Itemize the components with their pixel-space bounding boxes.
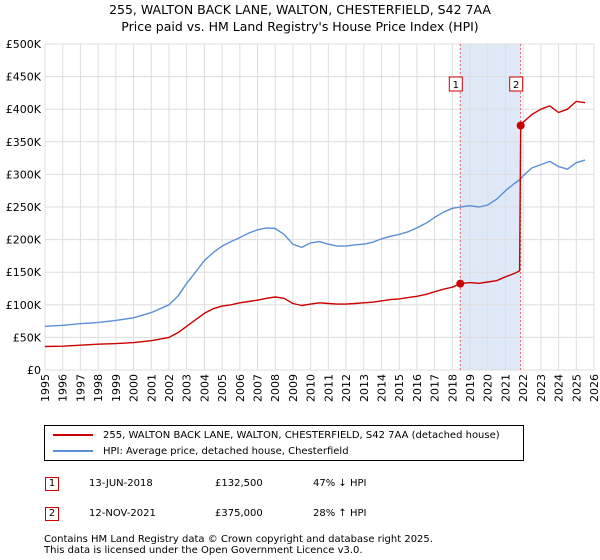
x-tick-label: 2018 <box>446 374 459 402</box>
y-tick-label: £300K <box>6 168 42 181</box>
x-tick-label: 1998 <box>92 374 105 402</box>
x-tick-label: 2014 <box>375 374 388 402</box>
transaction-price: £375,000 <box>215 508 263 519</box>
y-tick-label: £100K <box>6 299 42 312</box>
y-tick-label: £250K <box>6 201 42 214</box>
x-tick-label: 2011 <box>322 374 335 402</box>
transaction-hpi-change: 28% ↑ HPI <box>313 508 367 519</box>
transaction-badge: 2 <box>45 507 59 521</box>
y-tick-label: £450K <box>6 71 42 84</box>
x-tick-label: 1995 <box>39 374 52 402</box>
y-tick-label: £400K <box>6 103 42 116</box>
x-tick-label: 2022 <box>517 374 530 402</box>
chart-subtitle: Price paid vs. HM Land Registry's House … <box>121 19 479 34</box>
x-tick-label: 2004 <box>198 374 211 402</box>
y-tick-label: £500K <box>6 38 42 51</box>
x-tick-label: 2010 <box>305 374 318 402</box>
x-tick-label: 2016 <box>411 374 424 402</box>
chart-title: 255, WALTON BACK LANE, WALTON, CHESTERFI… <box>109 2 491 17</box>
x-tick-label: 2025 <box>570 374 583 402</box>
x-tick-label: 1999 <box>110 374 123 402</box>
hpi-line <box>44 159 586 327</box>
price-paid-line <box>44 100 586 348</box>
transaction-price: £132,500 <box>215 478 263 489</box>
x-tick-label: 2026 <box>588 374 600 402</box>
y-tick-label: £50K <box>13 331 42 344</box>
x-tick-label: 2019 <box>464 374 477 402</box>
x-tick-label: 2021 <box>499 374 512 402</box>
transaction-label-box <box>509 76 524 92</box>
x-tick-label: 2008 <box>269 374 282 402</box>
x-tick-label: 2007 <box>252 374 265 402</box>
transaction-label: 2 <box>513 80 519 91</box>
x-tick-label: 1996 <box>57 374 70 402</box>
x-tick-label: 1997 <box>74 374 87 402</box>
x-tick-label: 2001 <box>145 374 158 402</box>
footer-copyright: Contains HM Land Registry data © Crown c… <box>44 534 433 545</box>
transaction-date: 12-NOV-2021 <box>89 508 156 519</box>
legend-item-price-paid: 255, WALTON BACK LANE, WALTON, CHESTERFI… <box>53 429 500 443</box>
transaction-row: 1 13-JUN-2018 £132,500 47% ↓ HPI <box>0 477 600 493</box>
transaction-label: 1 <box>453 80 459 91</box>
price-chart: 1 2 £0 £50K £100K £150K £200K £250K £300K £350K £… <box>6 38 600 402</box>
x-tick-label: 2017 <box>429 374 442 402</box>
x-tick-label: 2020 <box>482 374 495 402</box>
legend-item-hpi: HPI: Average price, detached house, Ches… <box>53 445 349 459</box>
x-tick-label: 2023 <box>535 374 548 402</box>
transaction-hpi-change: 47% ↓ HPI <box>313 478 367 489</box>
x-tick-label: 2013 <box>358 374 371 402</box>
x-tick-label: 2015 <box>393 374 406 402</box>
transaction-label-box <box>448 76 463 92</box>
transaction-date: 13-JUN-2018 <box>89 478 153 489</box>
transaction-badge: 1 <box>45 477 59 491</box>
x-tick-label: 2012 <box>340 374 353 402</box>
x-tick-label: 2003 <box>181 374 194 402</box>
legend-swatch-hpi <box>53 450 93 452</box>
legend-swatch-price-paid <box>53 434 93 436</box>
transaction-point <box>456 279 465 288</box>
y-tick-label: £150K <box>6 266 42 279</box>
y-tick-label: £200K <box>6 234 42 247</box>
legend-label-price-paid: 255, WALTON BACK LANE, WALTON, CHESTERFI… <box>103 430 500 441</box>
y-tick-label: £0 <box>27 364 41 377</box>
legend-label-hpi: HPI: Average price, detached house, Ches… <box>103 446 349 457</box>
x-tick-label: 2002 <box>163 374 176 402</box>
footer-licence: This data is licensed under the Open Gov… <box>44 545 363 556</box>
x-tick-label: 2006 <box>234 374 247 402</box>
transaction-point <box>516 121 525 130</box>
x-tick-label: 2009 <box>287 374 300 402</box>
y-tick-label: £350K <box>6 136 42 149</box>
transaction-row: 2 12-NOV-2021 £375,000 28% ↑ HPI <box>0 507 600 523</box>
x-tick-label: 2000 <box>128 374 141 402</box>
x-tick-label: 2024 <box>553 374 566 402</box>
chart-legend: 255, WALTON BACK LANE, WALTON, CHESTERFI… <box>44 425 524 461</box>
x-tick-label: 2005 <box>216 374 229 402</box>
